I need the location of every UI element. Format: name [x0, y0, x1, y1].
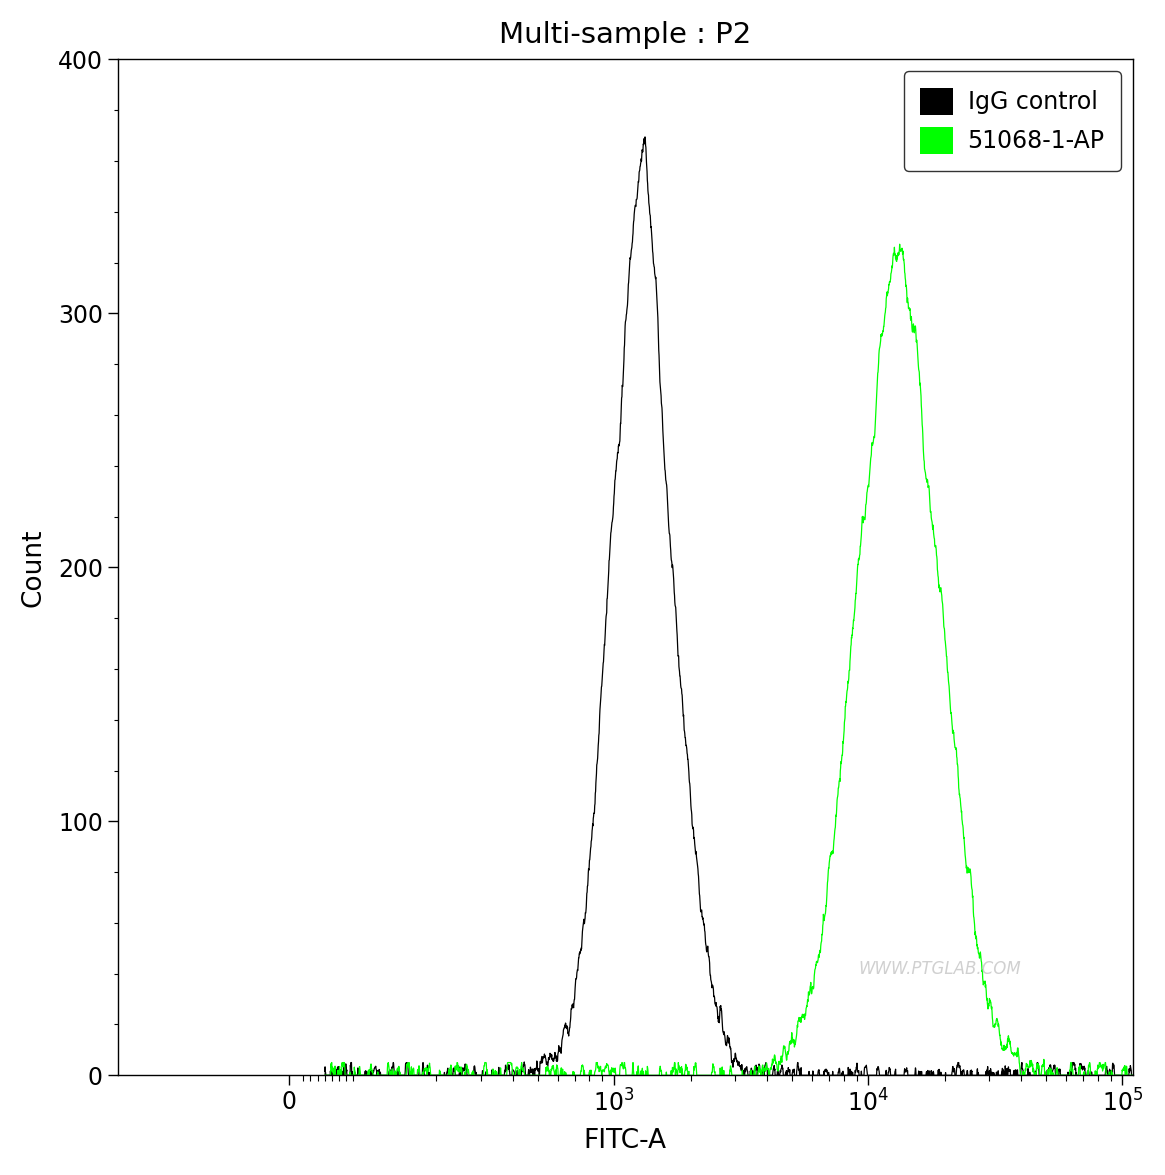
51068-1-AP: [376, 1068, 390, 1082]
X-axis label: FITC-A: FITC-A: [584, 1128, 666, 1154]
51068-1-AP: [613, 1062, 627, 1076]
IgG control: [613, 425, 627, 439]
Title: Multi-sample : P2: Multi-sample : P2: [499, 21, 751, 49]
51068-1-AP: [1153, 1068, 1165, 1082]
IgG control: [1137, 1068, 1151, 1082]
IgG control: [1153, 1068, 1165, 1082]
IgG control: [651, 333, 665, 347]
IgG control: [1043, 1061, 1057, 1075]
Y-axis label: Count: Count: [21, 528, 47, 606]
Line: 51068-1-AP: 51068-1-AP: [325, 244, 1160, 1075]
Text: WWW.PTGLAB.COM: WWW.PTGLAB.COM: [859, 960, 1022, 978]
IgG control: [318, 1068, 332, 1082]
51068-1-AP: [1042, 1062, 1055, 1076]
IgG control: [318, 1063, 332, 1077]
51068-1-AP: [429, 1068, 443, 1082]
51068-1-AP: [892, 237, 906, 251]
51068-1-AP: [318, 1068, 332, 1082]
Legend: IgG control, 51068-1-AP: IgG control, 51068-1-AP: [904, 72, 1121, 170]
51068-1-AP: [1137, 1068, 1151, 1082]
Line: IgG control: IgG control: [325, 137, 1160, 1075]
IgG control: [638, 130, 652, 145]
IgG control: [377, 1068, 391, 1082]
51068-1-AP: [651, 1068, 665, 1082]
IgG control: [429, 1068, 443, 1082]
